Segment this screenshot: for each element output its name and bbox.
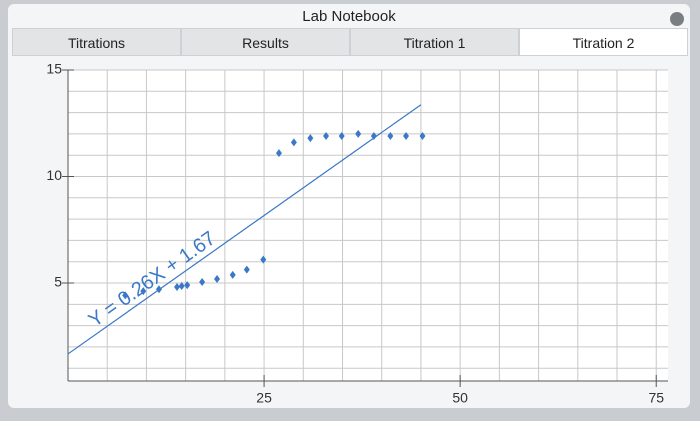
data-point xyxy=(387,132,394,141)
data-point xyxy=(140,287,147,296)
data-point xyxy=(178,281,185,290)
data-point xyxy=(214,274,221,283)
data-point xyxy=(290,138,297,147)
x-tick-label: 50 xyxy=(452,390,468,406)
data-point xyxy=(275,149,282,158)
data-point xyxy=(260,255,267,264)
data-point xyxy=(174,283,181,292)
data-point xyxy=(243,265,250,274)
data-point xyxy=(199,277,206,286)
trendline xyxy=(67,104,422,355)
plot-area xyxy=(68,70,668,381)
data-point xyxy=(307,134,314,143)
data-point xyxy=(338,132,345,141)
data-point xyxy=(229,270,236,279)
data-point xyxy=(184,281,191,290)
tab-bar: Titrations Results Titration 1 Titration 2 xyxy=(12,28,688,56)
data-point xyxy=(403,132,410,141)
window-title: Lab Notebook xyxy=(302,8,396,25)
x-tick-label: 75 xyxy=(648,390,664,406)
y-tick-label: 10 xyxy=(46,167,62,183)
tab[interactable]: Titrations xyxy=(12,28,181,56)
data-point xyxy=(419,132,426,141)
close-button[interactable] xyxy=(670,12,684,26)
data-point xyxy=(323,132,330,141)
data-point xyxy=(355,129,362,138)
y-tick-label: 5 xyxy=(54,274,62,290)
data-point xyxy=(370,132,377,141)
tab[interactable]: Titration 1 xyxy=(350,28,519,56)
x-tick-label: 25 xyxy=(256,390,272,406)
y-tick-label: 15 xyxy=(46,61,62,77)
tab[interactable]: Titration 2 xyxy=(519,28,688,56)
tab[interactable]: Results xyxy=(181,28,350,56)
data-point xyxy=(122,291,129,300)
